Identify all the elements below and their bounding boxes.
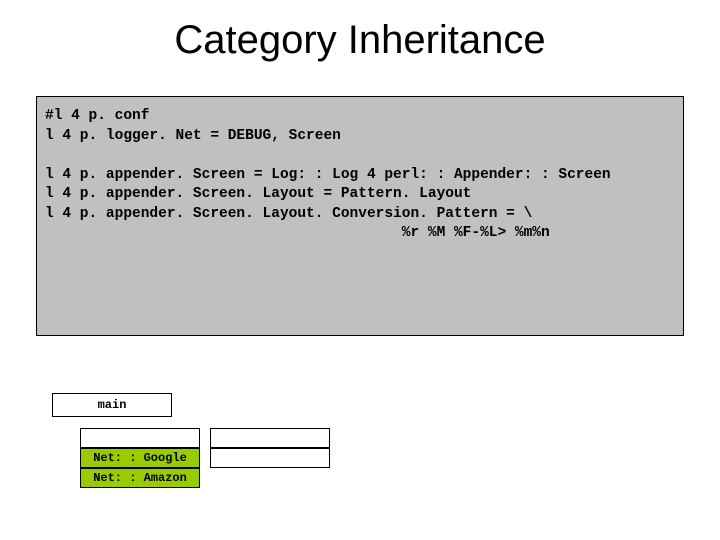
config-code-block: #l 4 p. conf l 4 p. logger. Net = DEBUG,… bbox=[36, 96, 684, 336]
hierarchy-box-spacer3 bbox=[210, 448, 330, 468]
hierarchy-box-spacer2 bbox=[210, 428, 330, 448]
hierarchy-box-spacer1 bbox=[80, 428, 200, 448]
hierarchy-box-net-google: Net: : Google bbox=[80, 448, 200, 468]
hierarchy-box-net-amazon: Net: : Amazon bbox=[80, 468, 200, 488]
hierarchy-box-main: main bbox=[52, 393, 172, 417]
slide-title: Category Inheritance bbox=[0, 18, 720, 63]
slide: Category Inheritance #l 4 p. conf l 4 p.… bbox=[0, 0, 720, 540]
